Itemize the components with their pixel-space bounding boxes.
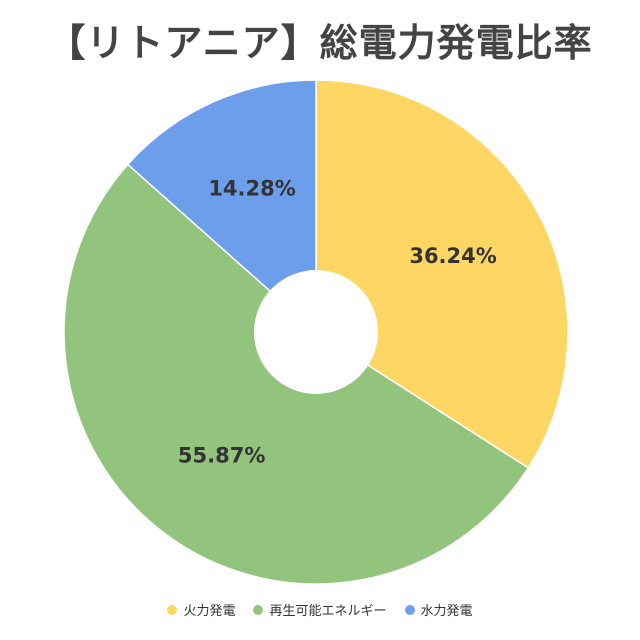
legend-marker	[404, 604, 415, 615]
chart-legend: 火力発電 再生可能エネルギー 水力発電	[0, 600, 640, 619]
legend-label: 水力発電	[420, 604, 473, 619]
pie-slice-1	[315, 79, 569, 469]
legend-label: 火力発電	[183, 604, 236, 619]
slice-labels: 36.24% 55.87% 14.28%	[178, 176, 497, 467]
slice-value-label-3: 14.28%	[208, 176, 295, 200]
legend-item-2: 再生可能エネルギー	[253, 600, 387, 619]
slice-value-label-2: 55.87%	[178, 444, 265, 468]
legend-item-3: 水力発電	[404, 600, 473, 619]
legend-item-1: 火力発電	[167, 600, 235, 619]
legend-label: 再生可能エネルギー	[269, 604, 387, 619]
legend-marker	[167, 604, 178, 615]
pie-slice-3	[126, 79, 317, 334]
chart-title: 【リトアニア】総電力発電比率	[47, 21, 593, 65]
legend-marker	[253, 604, 264, 615]
slice-value-label-1: 36.24%	[409, 244, 496, 268]
donut-hole	[254, 270, 378, 394]
